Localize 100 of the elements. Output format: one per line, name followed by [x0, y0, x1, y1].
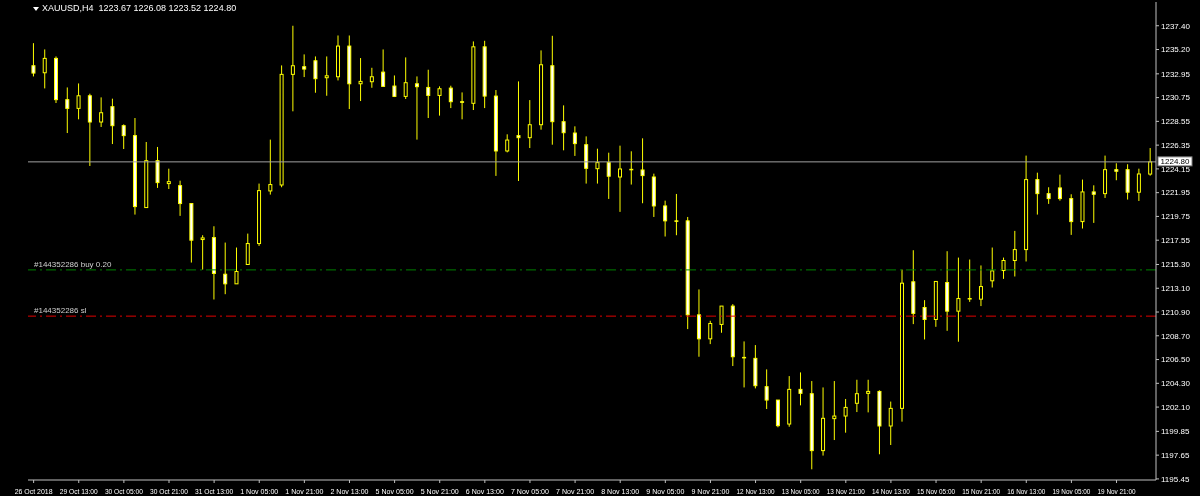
candlestick: [1125, 163, 1130, 201]
candlestick: [1136, 168, 1141, 202]
candlestick: [268, 139, 273, 196]
candlestick: [674, 193, 679, 236]
y-tick-label: 1199.85: [1161, 427, 1190, 437]
y-tick-label: 1232.95: [1161, 69, 1191, 79]
y-tick-label: 1202.10: [1161, 402, 1191, 412]
candlestick: [426, 69, 431, 119]
candlestick: [572, 125, 577, 157]
candlestick: [166, 168, 171, 190]
x-tick-label: 29 Oct 13:00: [59, 487, 106, 496]
y-tick-label: 1217.55: [1161, 236, 1191, 246]
candlestick: [922, 299, 927, 340]
x-tick-label: 31 Oct 13:00: [195, 487, 241, 496]
candlestick: [516, 80, 521, 182]
y-tick-label: 1230.75: [1161, 93, 1191, 103]
candlestick: [403, 56, 408, 100]
y-tick-label: 1215.30: [1161, 260, 1191, 270]
candlestick: [1091, 184, 1096, 224]
candlestick: [719, 305, 724, 334]
candlestick: [460, 91, 465, 120]
candlestick: [764, 368, 769, 410]
y-tick-label: 1219.75: [1161, 212, 1191, 222]
candlestick: [888, 401, 893, 446]
y-tick-label: 1235.20: [1161, 45, 1191, 55]
candlestick: [798, 371, 803, 406]
ref-line-label: 1224.80: [1160, 157, 1191, 167]
candlestick: [200, 234, 205, 271]
candlestick: [1057, 174, 1062, 202]
y-tick-label: 1221.95: [1161, 188, 1191, 198]
candlestick: [696, 288, 701, 358]
candlestick: [437, 85, 442, 117]
candlestick: [584, 135, 589, 185]
y-tick-label: 1197.65: [1161, 450, 1190, 460]
y-tick-label: 1224.15: [1161, 164, 1191, 174]
candlestick: [1012, 230, 1017, 277]
x-tick-label: 6 Nov 13:00: [465, 487, 509, 496]
ref-line-label: #144352286 buy 0.20: [34, 259, 112, 269]
x-tick-label: 9 Nov 05:00: [646, 487, 690, 496]
candlestick: [978, 264, 983, 307]
x-tick-label: 9 Nov 21:00: [691, 487, 735, 496]
candlestick: [31, 42, 36, 77]
candlestick: [967, 259, 972, 303]
candlestick: [414, 75, 419, 141]
y-tick-label: 1237.40: [1161, 21, 1191, 31]
candlestick: [121, 123, 126, 150]
candlestick: [302, 53, 307, 78]
candlestick: [448, 85, 453, 109]
x-tick-label: 1 Nov 05:00: [240, 487, 284, 496]
candlestick: [155, 146, 160, 189]
candlestick: [708, 320, 713, 345]
candlestick: [110, 98, 115, 145]
y-tick-label: 1195.45: [1161, 474, 1190, 484]
candlestick: [178, 180, 183, 217]
candlestick: [866, 379, 871, 413]
candlestick: [663, 200, 668, 238]
candlestick: [245, 233, 250, 265]
y-tick-label: 1204.30: [1161, 379, 1191, 389]
x-tick-label: 2 Nov 13:00: [330, 487, 374, 496]
candlestick: [324, 55, 329, 97]
candlestick: [561, 104, 566, 151]
y-tick-label: 1228.55: [1161, 117, 1191, 127]
x-tick-label: 30 Oct 05:00: [104, 487, 151, 496]
x-tick-label: 7 Nov 05:00: [510, 487, 555, 496]
candlestick: [358, 57, 363, 102]
candlestick: [234, 247, 239, 285]
candlestick: [223, 242, 228, 295]
candlestick: [76, 82, 81, 120]
candlestick: [1148, 147, 1153, 177]
candlestick: [956, 257, 961, 343]
candlestick: [640, 137, 645, 204]
chart-title: XAUUSD,H4 1223.67 1226.08 1223.52 1224.80: [42, 3, 237, 13]
candlestick: [832, 380, 837, 441]
x-tick-label: 19 Nov 21:00: [1097, 487, 1146, 496]
x-tick-label: 1 Nov 21:00: [285, 487, 329, 496]
candlestick: [595, 148, 600, 185]
candlestick: [1001, 257, 1006, 280]
y-tick-label: 1210.90: [1161, 307, 1191, 317]
y-tick-label: 1226.35: [1161, 140, 1191, 150]
candlestick: [1103, 155, 1108, 199]
candlestick: [42, 48, 47, 89]
y-tick-label: 1208.70: [1161, 331, 1191, 341]
candlestick: [527, 99, 532, 149]
x-tick-label: 7 Nov 21:00: [556, 487, 600, 496]
y-tick-label: 1213.10: [1161, 284, 1191, 294]
candlestick: [290, 25, 295, 112]
candlestick: [1069, 193, 1074, 236]
candlestick: [990, 247, 995, 288]
candlestick: [369, 67, 374, 89]
x-tick-label: 5 Nov 05:00: [375, 487, 419, 496]
candlestick: [65, 86, 70, 134]
x-tick-label: 5 Nov 21:00: [420, 487, 464, 496]
candlestick: [618, 145, 623, 213]
candlestick: [99, 96, 104, 128]
candlestick: [313, 55, 318, 94]
candlestick: [606, 152, 611, 200]
candlestick: [381, 48, 386, 88]
x-tick-label: 8 Nov 13:00: [601, 487, 645, 496]
y-tick-label: 1206.50: [1161, 355, 1191, 365]
candlestick: [742, 340, 747, 388]
